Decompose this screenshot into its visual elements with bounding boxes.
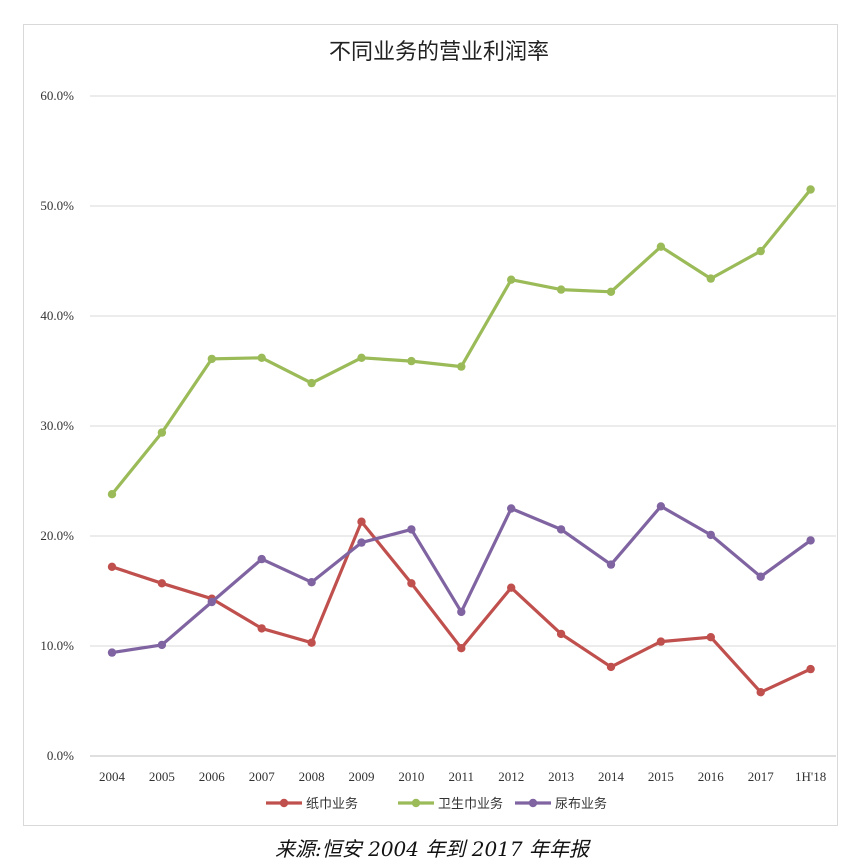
data-point <box>706 274 715 283</box>
x-tick-label: 2006 <box>199 769 226 784</box>
chart-frame: 不同业务的营业利润率 0.0% 10.0% 20.0% 30.0% 40.0% 50.0%… <box>23 24 838 826</box>
y-tick-label: 10.0% <box>40 638 74 653</box>
data-point <box>756 572 765 581</box>
legend-label: 尿布业务 <box>555 796 607 812</box>
x-axis-ticks: 2004 2005 2006 2007 2008 2009 2010 2011 2012 2013… <box>99 769 826 784</box>
series-lines <box>107 185 815 697</box>
data-point <box>207 597 216 607</box>
source-note: 来源:恒安 2004 年到 2017 年年报 <box>275 837 589 861</box>
data-point <box>157 579 167 588</box>
data-point <box>307 638 316 647</box>
data-point <box>606 662 616 672</box>
x-tick-label: 2004 <box>99 769 126 784</box>
data-point <box>307 578 316 587</box>
data-point <box>457 362 466 371</box>
legend-swatch-marker <box>279 798 289 808</box>
data-point <box>756 246 765 256</box>
series-group <box>107 185 815 499</box>
y-tick-label: 60.0% <box>40 88 74 103</box>
x-tick-label: 2007 <box>249 769 276 784</box>
data-point <box>706 633 715 642</box>
x-tick-label: 2013 <box>548 769 574 784</box>
data-point <box>207 354 216 364</box>
legend-label: 卫生巾业务 <box>438 796 503 812</box>
data-point <box>507 504 516 513</box>
series-line <box>110 520 813 694</box>
data-point <box>656 637 666 646</box>
data-point <box>507 275 516 284</box>
y-tick-label: 40.0% <box>40 308 74 323</box>
x-tick-label: 2009 <box>349 769 375 784</box>
data-point <box>756 688 765 697</box>
y-tick-label: 20.0% <box>40 528 74 543</box>
series-group <box>107 517 815 697</box>
data-point <box>706 530 715 540</box>
x-tick-label: 2015 <box>648 769 674 784</box>
data-point <box>407 525 416 534</box>
data-point <box>307 378 316 388</box>
x-tick-label: 2012 <box>498 769 524 784</box>
data-point <box>806 664 815 674</box>
legend-swatch-marker <box>411 798 421 808</box>
data-point <box>656 242 666 251</box>
data-point <box>107 648 117 657</box>
chart-title: 不同业务的营业利润率 <box>329 40 549 65</box>
x-tick-label: 2008 <box>299 769 325 784</box>
data-point <box>507 583 516 592</box>
data-point <box>257 353 266 362</box>
data-point <box>556 629 566 639</box>
y-tick-label: 30.0% <box>40 418 74 433</box>
data-point <box>407 579 416 588</box>
x-tick-label: 2017 <box>748 769 775 784</box>
legend-swatch-marker <box>528 798 538 808</box>
data-point <box>357 353 366 362</box>
data-point <box>257 554 266 564</box>
x-tick-label: 2016 <box>698 769 725 784</box>
data-point <box>107 490 117 499</box>
x-tick-label: 1H'18 <box>795 769 826 784</box>
series-line <box>110 187 813 496</box>
x-tick-label: 2011 <box>449 769 475 784</box>
y-tick-label: 0.0% <box>47 748 74 763</box>
x-tick-label: 2010 <box>398 769 424 784</box>
data-point <box>257 624 266 633</box>
data-point <box>556 525 566 534</box>
data-point <box>656 502 666 511</box>
data-point <box>157 428 167 437</box>
data-point <box>457 607 466 617</box>
line-chart: 不同业务的营业利润率 0.0% 10.0% 20.0% 30.0% 40.0% 50.0%… <box>40 40 836 812</box>
y-tick-label: 50.0% <box>40 198 74 213</box>
data-point <box>806 185 815 194</box>
series-line <box>110 504 813 655</box>
series-group <box>107 502 815 657</box>
x-tick-label: 2014 <box>598 769 625 784</box>
data-point <box>357 517 366 526</box>
y-axis-ticks: 0.0% 10.0% 20.0% 30.0% 40.0% 50.0% 60.0% <box>40 88 74 763</box>
legend: 纸巾业务 卫生巾业务 尿布业务 <box>266 796 607 812</box>
data-point <box>556 285 566 294</box>
legend-label: 纸巾业务 <box>306 796 358 812</box>
data-point <box>606 560 616 569</box>
data-point <box>107 562 117 571</box>
gridlines <box>90 95 836 757</box>
x-tick-label: 2005 <box>149 769 175 784</box>
data-point <box>606 287 616 296</box>
data-point <box>457 644 466 653</box>
data-point <box>407 356 416 366</box>
data-point <box>157 640 167 650</box>
data-point <box>357 538 366 547</box>
data-point <box>806 536 815 545</box>
